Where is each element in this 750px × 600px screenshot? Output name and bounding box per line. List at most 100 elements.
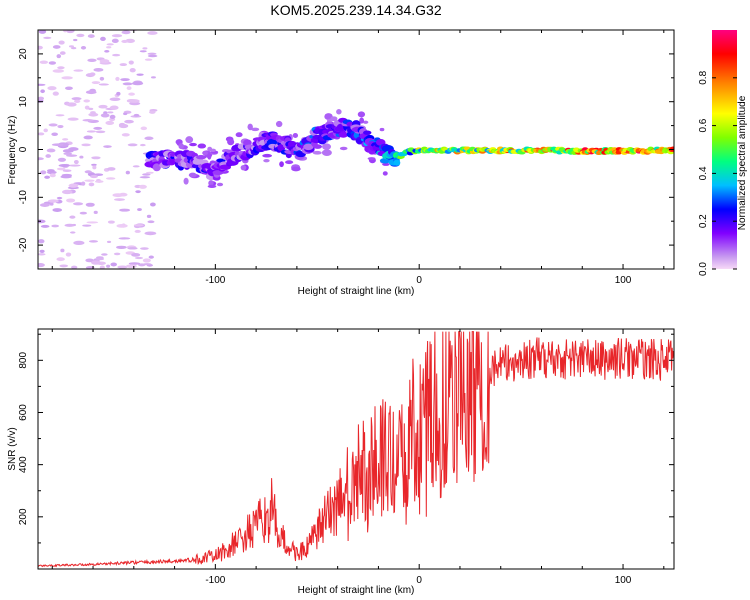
spectrogram-noise-blob xyxy=(88,240,98,243)
spectrogram-noise-blob xyxy=(51,224,60,228)
spectrogram-noise-blob xyxy=(126,86,132,91)
spectrogram-noise-blob xyxy=(38,262,45,268)
spectrogram-noise-blob xyxy=(59,264,69,268)
spectrogram-noise-blob xyxy=(46,148,56,153)
spectrogram-x-ticks: -100 0 100 xyxy=(51,30,665,286)
spectrogram-noise-blob xyxy=(91,260,101,265)
spectrogram-scatter-blob xyxy=(197,143,207,149)
spectrogram-noise-blob xyxy=(132,81,144,86)
spectrogram-noise-blob xyxy=(121,133,130,137)
spectrogram-noise-blob xyxy=(113,198,126,201)
spectrogram-noise-blob xyxy=(83,99,91,103)
spectrogram-noise-blob xyxy=(83,135,93,140)
spectrogram-noise-blob xyxy=(125,170,130,175)
spectrogram-scatter-blob xyxy=(279,161,284,168)
spectrogram-scatter-blob xyxy=(321,149,332,156)
spectrogram-noise-blob xyxy=(142,258,151,263)
spectrogram-xtick-label: -100 xyxy=(205,275,225,286)
snr-xtick-label: 0 xyxy=(416,575,422,586)
spectrogram-noise-blob xyxy=(135,190,141,194)
spectrogram-noise-blob xyxy=(147,54,158,58)
colorbar-tick-label: 0.8 xyxy=(698,70,709,84)
spectrogram-noise-blob xyxy=(88,107,94,111)
spectrogram-noise-blob xyxy=(140,247,149,250)
spectrogram-noise-blob xyxy=(146,214,152,219)
spectrogram-scatter-blob xyxy=(188,172,197,178)
snr-ytick-label: 400 xyxy=(18,456,29,473)
spectrogram-noise-blob xyxy=(74,99,81,104)
spectrogram-noise-blob xyxy=(147,220,155,224)
spectrogram-noise-blob xyxy=(38,132,45,136)
figure-title: KOM5.2025.239.14.34.G32 xyxy=(270,2,441,18)
spectrogram-noise-blob xyxy=(87,34,95,38)
spectrogram-noise-blob xyxy=(100,36,106,42)
spectrogram-noise-blob xyxy=(129,68,136,73)
spectrogram-noise-blob xyxy=(112,53,121,57)
spectrogram-noise-blob xyxy=(100,113,110,118)
spectrogram-noise-blob xyxy=(128,60,134,65)
spectrogram-noise-blob xyxy=(63,152,72,156)
spectrogram-noise-blob xyxy=(56,196,63,200)
spectrogram-noise-blob xyxy=(47,86,57,91)
spectrogram-noise-blob xyxy=(90,111,96,114)
spectrogram-noise-blob xyxy=(144,231,157,236)
colorbar-label: Normalized spectral amplitude xyxy=(737,95,748,230)
spectrogram-scatter-blob xyxy=(207,146,213,152)
colorbar-tick-label: 0.2 xyxy=(698,214,709,228)
spectrogram-scatter-blob xyxy=(285,160,294,165)
spectrogram-noise-blob xyxy=(109,97,121,101)
spectrogram-noise-blob xyxy=(38,219,46,224)
spectrogram-noise-blob xyxy=(48,61,57,65)
spectrogram-noise-blob xyxy=(81,181,86,186)
spectrogram-xtick-label: 100 xyxy=(615,275,632,286)
spectrogram-ytick-label: 20 xyxy=(18,48,29,60)
spectrogram-noise-blob xyxy=(122,82,133,86)
spectrogram-scatter-blob xyxy=(336,109,342,115)
spectrogram-noise-blob xyxy=(68,164,81,167)
spectrogram-noise-blob xyxy=(73,159,79,165)
spectrogram-scatter-blob xyxy=(291,166,301,172)
spectrogram-noise-blob xyxy=(52,91,59,96)
spectrogram-noise-blob xyxy=(95,257,105,261)
spectrogram-noise-blob xyxy=(82,119,94,122)
spectrogram-noise-blob xyxy=(131,253,141,257)
spectrogram-noise-blob xyxy=(126,98,136,103)
spectrogram-ridge-blob xyxy=(152,163,161,172)
spectrogram-noise-blob xyxy=(43,128,48,133)
spectrogram-noise-blob xyxy=(134,229,141,233)
spectrogram-noise-blob xyxy=(133,224,144,227)
spectrogram-scatter-blob xyxy=(263,159,270,163)
snr-xtick-label: 100 xyxy=(615,575,632,586)
spectrogram-noise-blob xyxy=(85,258,94,263)
spectrogram-noise-blob xyxy=(113,252,121,256)
spectrogram-noise-blob xyxy=(93,210,98,214)
spectrogram-y-ticks: -20 -10 0 10 20 xyxy=(18,29,674,270)
spectrogram-noise-blob xyxy=(56,167,66,171)
spectrogram-noise-blob xyxy=(117,265,128,269)
spectrogram-ridge-blob xyxy=(669,146,674,151)
spectrogram-noise-blob xyxy=(55,114,65,117)
spectrogram-noise-blob xyxy=(106,46,112,49)
snr-frame xyxy=(37,328,675,570)
spectrogram-noise-blob xyxy=(99,265,105,269)
spectrogram-noise-blob xyxy=(38,45,43,50)
snr-panel: -100 0 100 200 400 600 800 Height of straight… xyxy=(7,328,675,596)
spectrogram-noise-blob xyxy=(51,132,58,137)
spectrogram-noise-blob xyxy=(142,263,152,266)
spectrogram-noise-blob xyxy=(107,111,114,114)
spectrogram-noise-blob xyxy=(39,203,50,207)
spectrogram-scatter-blob xyxy=(367,157,376,161)
spectrogram-scatter-blob xyxy=(203,151,208,156)
spectrogram-noise-blob xyxy=(104,49,110,53)
spectrogram-noise-blob xyxy=(103,145,112,148)
spectrogram-blobs xyxy=(38,30,674,269)
spectrogram-noise-blob xyxy=(119,63,127,67)
colorbar: 0.0 0.2 0.4 0.6 0.8 Normalized spectral ampl… xyxy=(698,30,748,276)
spectrogram-noise-blob xyxy=(147,52,157,55)
spectrogram-noise-blob xyxy=(137,208,142,211)
spectrogram-scatter-blob xyxy=(207,152,212,160)
spectrogram-noise-blob xyxy=(38,30,47,34)
spectrogram-noise-blob xyxy=(99,76,105,81)
spectrogram-noise-blob xyxy=(92,165,97,170)
